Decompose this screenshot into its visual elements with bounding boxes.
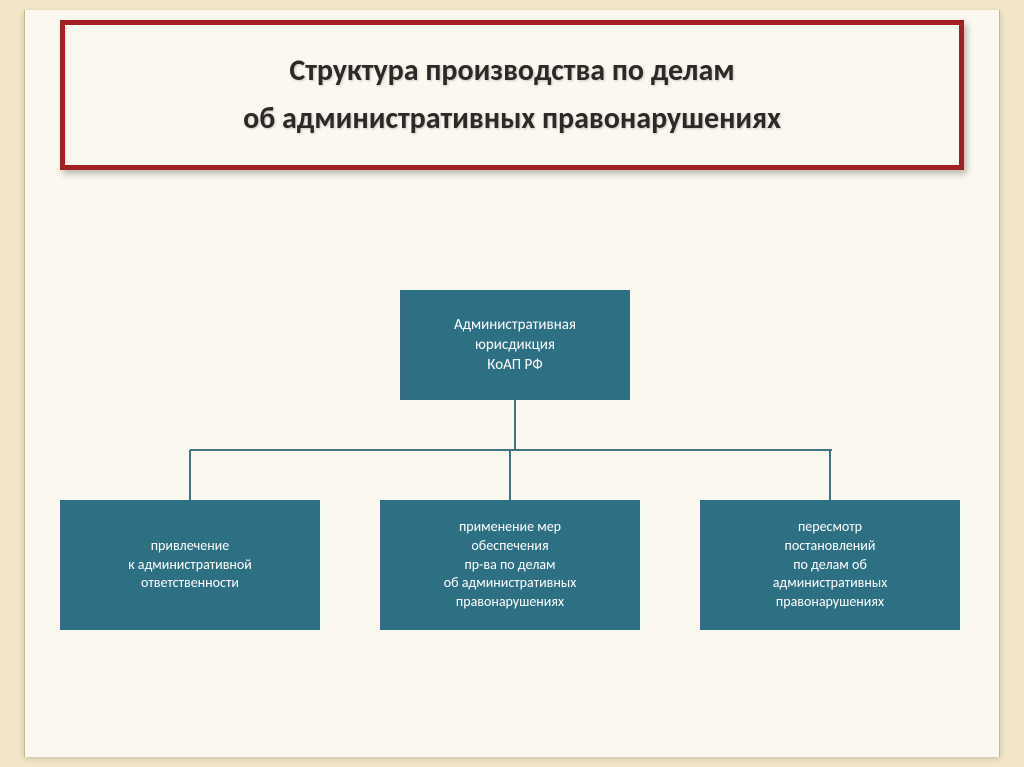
connector <box>189 450 191 500</box>
connector <box>509 450 511 500</box>
title-frame: Структура производства по делам об админ… <box>60 20 964 170</box>
diagram-child-node: пересмотр постановлений по делам об адми… <box>700 500 960 630</box>
title-line-2: об административных правонарушениях <box>243 95 781 143</box>
diagram-root-node: Административная юрисдикция КоАП РФ <box>400 290 630 400</box>
title-line-1: Структура производства по делам <box>289 47 734 95</box>
connector <box>829 450 831 500</box>
connector <box>190 449 832 451</box>
org-diagram: Административная юрисдикция КоАП РФ прив… <box>60 260 964 707</box>
connector <box>514 400 516 450</box>
diagram-child-node: привлечение к административной ответстве… <box>60 500 320 630</box>
diagram-child-node: применение мер обеспечения пр-ва по дела… <box>380 500 640 630</box>
